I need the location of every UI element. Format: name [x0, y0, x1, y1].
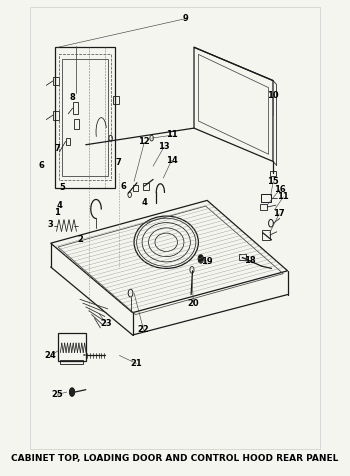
Bar [73, 103, 78, 115]
Text: 15: 15 [267, 177, 279, 186]
Text: 11: 11 [166, 130, 178, 139]
Text: 21: 21 [131, 358, 142, 367]
Text: 9: 9 [182, 14, 188, 23]
Text: 16: 16 [274, 185, 285, 194]
Bar [74, 119, 79, 130]
Ellipse shape [69, 388, 75, 397]
Bar [53, 78, 59, 86]
Bar [261, 231, 270, 240]
Text: 4: 4 [141, 198, 147, 207]
Text: 13: 13 [158, 142, 170, 151]
Text: 7: 7 [55, 143, 60, 152]
Bar [143, 183, 149, 190]
Ellipse shape [198, 255, 203, 264]
Text: 2: 2 [77, 235, 83, 243]
Text: 5: 5 [60, 183, 65, 192]
Text: 14: 14 [166, 155, 177, 164]
Text: 8: 8 [69, 92, 75, 101]
Text: CABINET TOP, LOADING DOOR AND CONTROL HOOD REAR PANEL: CABINET TOP, LOADING DOOR AND CONTROL HO… [11, 453, 339, 462]
Bar [239, 254, 246, 261]
Bar [133, 185, 138, 192]
Text: 20: 20 [188, 298, 199, 307]
Text: 25: 25 [51, 389, 63, 398]
Text: 24: 24 [44, 351, 56, 360]
Text: 10: 10 [267, 91, 279, 100]
Text: 6: 6 [121, 181, 127, 190]
Text: 4: 4 [57, 200, 62, 209]
Bar [113, 97, 119, 105]
Text: 3: 3 [48, 219, 54, 228]
Bar [65, 139, 70, 146]
Text: 1: 1 [54, 208, 60, 217]
Text: 11: 11 [277, 192, 289, 201]
Text: 22: 22 [138, 325, 149, 334]
Text: 23: 23 [100, 318, 112, 327]
Text: 19: 19 [201, 257, 212, 266]
Text: 17: 17 [273, 208, 285, 218]
Bar [53, 112, 59, 120]
Bar [60, 360, 83, 365]
Text: 18: 18 [244, 256, 256, 265]
Text: 6: 6 [39, 161, 45, 170]
Bar [261, 195, 271, 202]
Bar [270, 171, 276, 176]
Bar [58, 333, 86, 361]
Bar [260, 204, 267, 211]
Text: 12: 12 [138, 137, 150, 146]
Text: 7: 7 [115, 158, 121, 167]
